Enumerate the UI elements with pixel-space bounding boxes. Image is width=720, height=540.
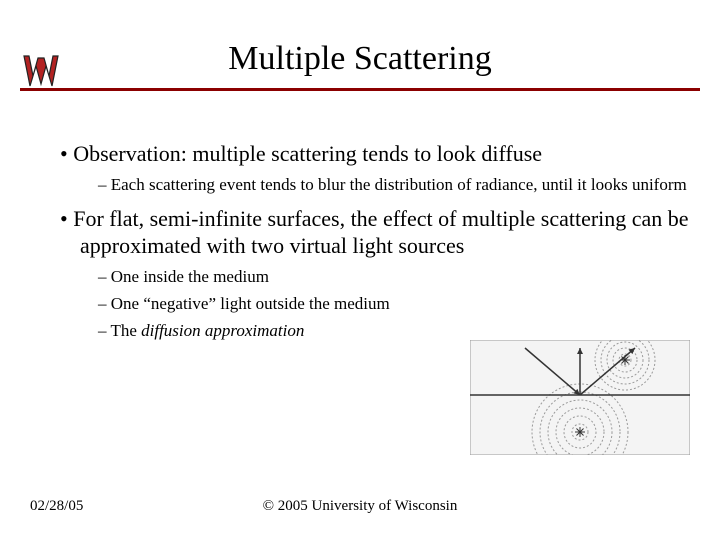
footer-date: 02/28/05 xyxy=(30,498,83,515)
bullet-2-1: One inside the medium xyxy=(98,266,690,287)
logo-w-path xyxy=(24,56,58,86)
scattering-diagram xyxy=(470,340,690,455)
slide-body: Observation: multiple scattering tends t… xyxy=(0,115,720,342)
bullet-2-2: One “negative” light outside the medium xyxy=(98,293,690,314)
slide-footer: 02/28/05 © 2005 University of Wisconsin xyxy=(0,498,720,515)
bullet-1-1: Each scattering event tends to blur the … xyxy=(98,174,690,195)
bullet-2-3: The diffusion approximation xyxy=(98,320,690,341)
bullet-2: For flat, semi-infinite surfaces, the ef… xyxy=(60,205,690,260)
slide-header: Multiple Scattering xyxy=(0,0,720,115)
title-rule xyxy=(20,88,700,91)
bullet-1: Observation: multiple scattering tends t… xyxy=(60,140,690,168)
wisconsin-logo-icon xyxy=(20,50,62,92)
slide-title: Multiple Scattering xyxy=(20,40,700,78)
footer-copyright: © 2005 University of Wisconsin xyxy=(0,498,720,515)
